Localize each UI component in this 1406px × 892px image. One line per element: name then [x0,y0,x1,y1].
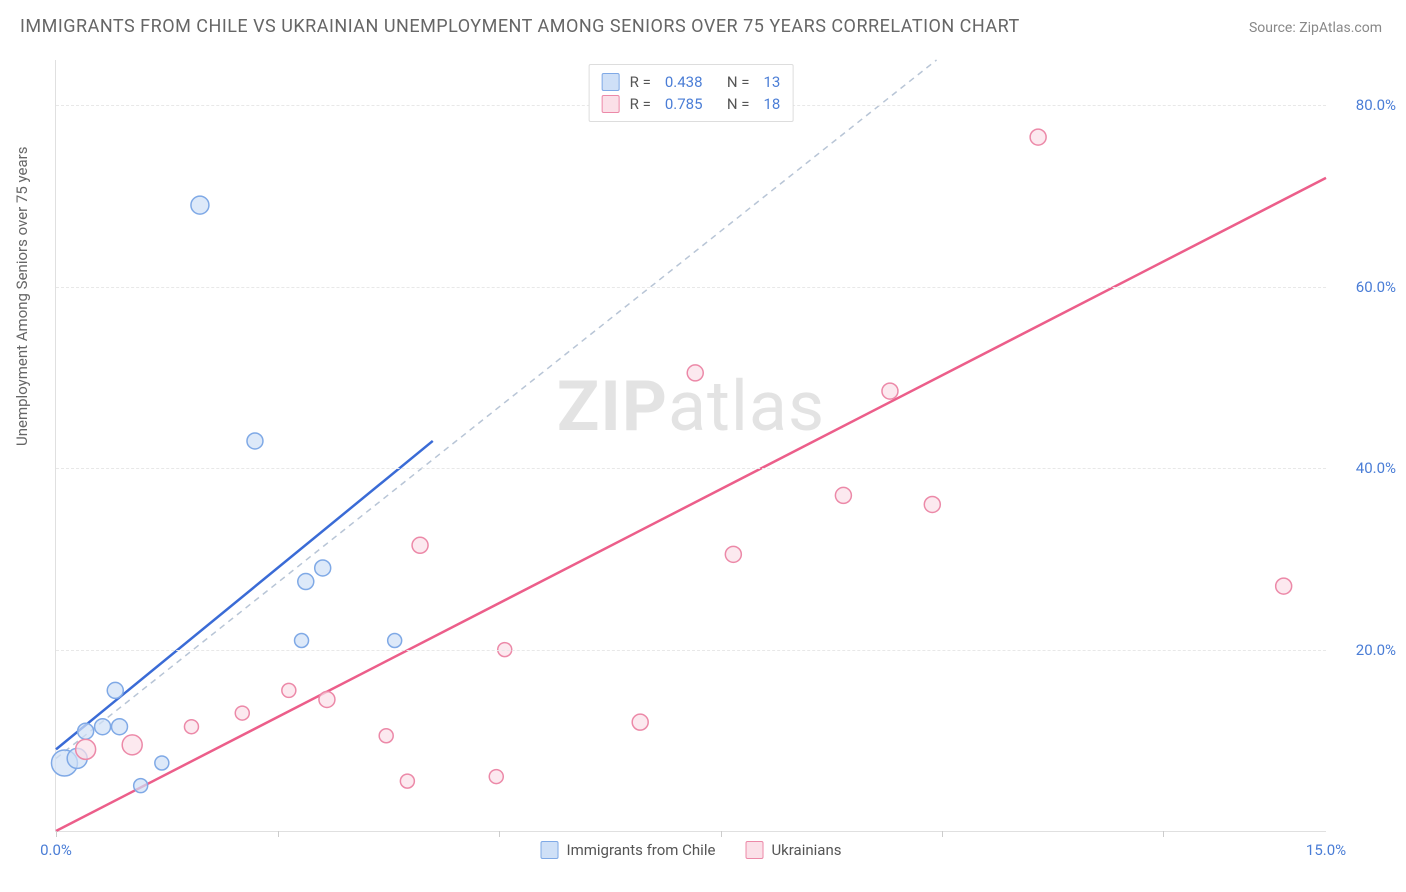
n-value-chile: 13 [763,73,780,91]
chart-title: IMMIGRANTS FROM CHILE VS UKRAINIAN UNEMP… [20,16,1020,37]
r-value-ukrainians: 0.785 [665,95,713,113]
ytick-label: 80.0% [1356,96,1396,114]
data-point [725,546,741,562]
xtick [499,831,500,837]
n-label: N = [727,95,750,113]
r-label: R = [630,95,651,113]
data-point [924,496,940,512]
plot-area: ZIPatlas R = 0.438 N = 13 R = 0.785 N = … [55,60,1326,832]
gridline-h [56,468,1326,469]
swatch-chile [602,73,620,91]
data-point [315,560,331,576]
gridline-h [56,650,1326,651]
swatch-ukrainians [602,95,620,113]
legend-row-ukrainians: R = 0.785 N = 18 [602,93,781,115]
trendline [56,178,1326,831]
legend-correlation: R = 0.438 N = 13 R = 0.785 N = 18 [589,64,794,122]
n-value-ukrainians: 18 [763,95,780,113]
r-label: R = [630,73,651,91]
xtick-label: 15.0% [1306,841,1346,859]
data-point [400,774,414,788]
data-point [1030,129,1046,145]
n-label: N = [727,73,750,91]
data-point [1276,578,1292,594]
xtick [56,831,57,837]
data-point [107,682,123,698]
chart-svg [56,60,1326,831]
data-point [632,714,648,730]
ytick-label: 20.0% [1356,641,1396,659]
xtick [942,831,943,837]
data-point [295,634,309,648]
xtick [721,831,722,837]
y-axis-label: Unemployment Among Seniors over 75 years [13,147,31,446]
data-point [122,735,142,755]
data-point [282,683,296,697]
data-point [388,634,402,648]
swatch-ukrainians [745,841,763,859]
data-point [835,487,851,503]
legend-item-ukrainians: Ukrainians [745,841,841,859]
data-point [76,739,96,759]
trendline [56,441,433,749]
data-point [134,779,148,793]
xtick-label: 0.0% [40,841,72,859]
data-point [95,719,111,735]
legend-row-chile: R = 0.438 N = 13 [602,71,781,93]
gridline-h [56,287,1326,288]
data-point [78,723,94,739]
ytick-label: 40.0% [1356,459,1396,477]
data-point [882,383,898,399]
legend-item-chile: Immigrants from Chile [541,841,716,859]
data-point [489,770,503,784]
xtick [1163,831,1164,837]
data-point [379,729,393,743]
data-point [184,720,198,734]
data-point [155,756,169,770]
data-point [319,691,335,707]
ytick-label: 60.0% [1356,278,1396,296]
xtick [278,831,279,837]
r-value-chile: 0.438 [665,73,713,91]
data-point [112,719,128,735]
swatch-chile [541,841,559,859]
source-label: Source: ZipAtlas.com [1249,20,1382,36]
reference-line [56,60,937,758]
data-point [412,537,428,553]
legend-series: Immigrants from Chile Ukrainians [541,841,842,859]
data-point [235,706,249,720]
data-point [191,196,209,214]
data-point [247,433,263,449]
legend-label-chile: Immigrants from Chile [567,841,716,859]
data-point [687,365,703,381]
legend-label-ukrainians: Ukrainians [771,841,841,859]
data-point [298,574,314,590]
